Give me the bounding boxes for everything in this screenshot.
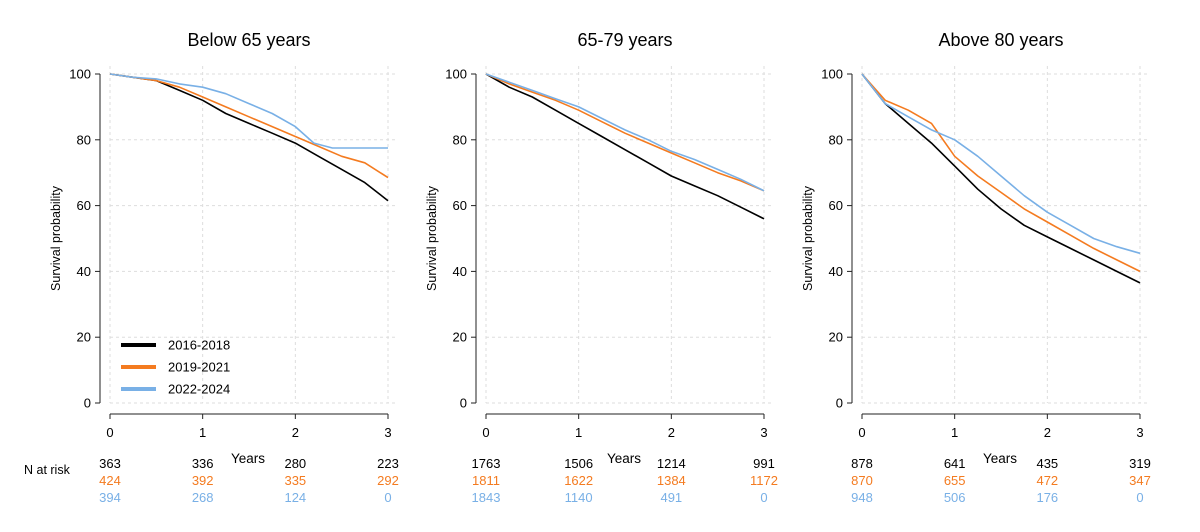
series-line-2019-2021 <box>485 73 765 192</box>
n-at-risk-value: 870 <box>851 473 873 488</box>
y-axis-label: Survival probability <box>801 185 815 291</box>
n-at-risk-value: 506 <box>944 490 966 505</box>
n-at-risk-value: 124 <box>284 490 306 505</box>
n-at-risk-value: 392 <box>192 473 214 488</box>
n-at-risk-value: 491 <box>660 490 682 505</box>
x-tick-label: 0 <box>106 425 113 440</box>
y-tick-label: 80 <box>77 132 91 147</box>
series-line-2022-2024 <box>861 73 1141 255</box>
n-at-risk-value: 1843 <box>472 490 501 505</box>
n-at-risk-value: 991 <box>753 456 775 471</box>
y-tick-label: 40 <box>453 264 467 279</box>
chart-title: Below 65 years <box>187 30 310 50</box>
n-at-risk-value: 336 <box>192 456 214 471</box>
legend-label: 2016-2018 <box>168 338 230 353</box>
series-line-2019-2021 <box>861 73 1141 273</box>
n-at-risk-value: 1506 <box>564 456 593 471</box>
x-axis-label: Years <box>607 451 641 466</box>
n-at-risk-value: 268 <box>192 490 214 505</box>
n-at-risk-value: 655 <box>944 473 966 488</box>
y-tick-label: 40 <box>77 264 91 279</box>
y-tick-label: 20 <box>453 330 467 345</box>
n-at-risk-label: N at risk <box>24 463 71 477</box>
y-tick-label: 60 <box>453 198 467 213</box>
n-at-risk-value: 0 <box>760 490 767 505</box>
series-line-2016-2018 <box>109 73 389 202</box>
legend-label: 2022-2024 <box>168 382 230 397</box>
legend-label: 2019-2021 <box>168 360 230 375</box>
x-tick-label: 0 <box>482 425 489 440</box>
y-tick-label: 60 <box>829 198 843 213</box>
n-at-risk-value: 0 <box>384 490 391 505</box>
y-tick-label: 0 <box>84 396 91 411</box>
series-line-2022-2024 <box>109 73 388 149</box>
series-line-2016-2018 <box>861 73 1141 284</box>
x-tick-label: 2 <box>668 425 675 440</box>
y-axis-label: Survival probability <box>49 185 63 291</box>
chart-title: 65-79 years <box>577 30 672 50</box>
y-tick-label: 80 <box>829 132 843 147</box>
y-tick-label: 100 <box>821 67 843 82</box>
x-tick-label: 3 <box>1136 425 1143 440</box>
y-tick-label: 40 <box>829 264 843 279</box>
y-tick-label: 0 <box>836 396 843 411</box>
n-at-risk-value: 280 <box>284 456 306 471</box>
n-at-risk-value: 394 <box>99 490 121 505</box>
x-axis-label: Years <box>983 451 1017 466</box>
y-axis-label: Survival probability <box>425 185 439 291</box>
n-at-risk-value: 335 <box>284 473 306 488</box>
n-at-risk-value: 1384 <box>657 473 686 488</box>
n-at-risk-value: 176 <box>1036 490 1058 505</box>
y-tick-label: 100 <box>69 67 91 82</box>
n-at-risk-value: 292 <box>377 473 399 488</box>
y-tick-label: 0 <box>460 396 467 411</box>
x-tick-label: 0 <box>858 425 865 440</box>
series-line-2022-2024 <box>485 73 765 192</box>
n-at-risk-value: 1622 <box>564 473 593 488</box>
n-at-risk-value: 1763 <box>472 456 501 471</box>
n-at-risk-value: 223 <box>377 456 399 471</box>
x-tick-label: 2 <box>292 425 299 440</box>
y-tick-label: 60 <box>77 198 91 213</box>
n-at-risk-value: 1214 <box>657 456 686 471</box>
n-at-risk-value: 1140 <box>565 490 593 505</box>
y-tick-label: 20 <box>829 330 843 345</box>
n-at-risk-value: 641 <box>944 456 966 471</box>
chart-title: Above 80 years <box>938 30 1063 50</box>
n-at-risk-value: 435 <box>1036 456 1058 471</box>
n-at-risk-value: 1811 <box>472 473 500 488</box>
series-line-2019-2021 <box>109 73 389 179</box>
series-line-2016-2018 <box>485 73 765 220</box>
n-at-risk-value: 878 <box>851 456 873 471</box>
x-tick-label: 3 <box>760 425 767 440</box>
n-at-risk-value: 0 <box>1136 490 1143 505</box>
n-at-risk-value: 347 <box>1129 473 1151 488</box>
y-tick-label: 20 <box>77 330 91 345</box>
n-at-risk-value: 319 <box>1129 456 1151 471</box>
n-at-risk-value: 472 <box>1036 473 1058 488</box>
y-tick-label: 80 <box>453 132 467 147</box>
x-tick-label: 1 <box>575 425 582 440</box>
x-tick-label: 3 <box>384 425 391 440</box>
y-tick-label: 100 <box>445 67 467 82</box>
n-at-risk-value: 948 <box>851 490 873 505</box>
n-at-risk-value: 424 <box>99 473 121 488</box>
x-tick-label: 2 <box>1044 425 1051 440</box>
x-tick-label: 1 <box>199 425 206 440</box>
legend: 2016-2018 2019-2021 2022-2024 <box>121 338 230 397</box>
n-at-risk-value: 1172 <box>750 473 778 488</box>
x-axis-label: Years <box>231 451 265 466</box>
n-at-risk-value: 363 <box>99 456 121 471</box>
x-tick-label: 1 <box>951 425 958 440</box>
